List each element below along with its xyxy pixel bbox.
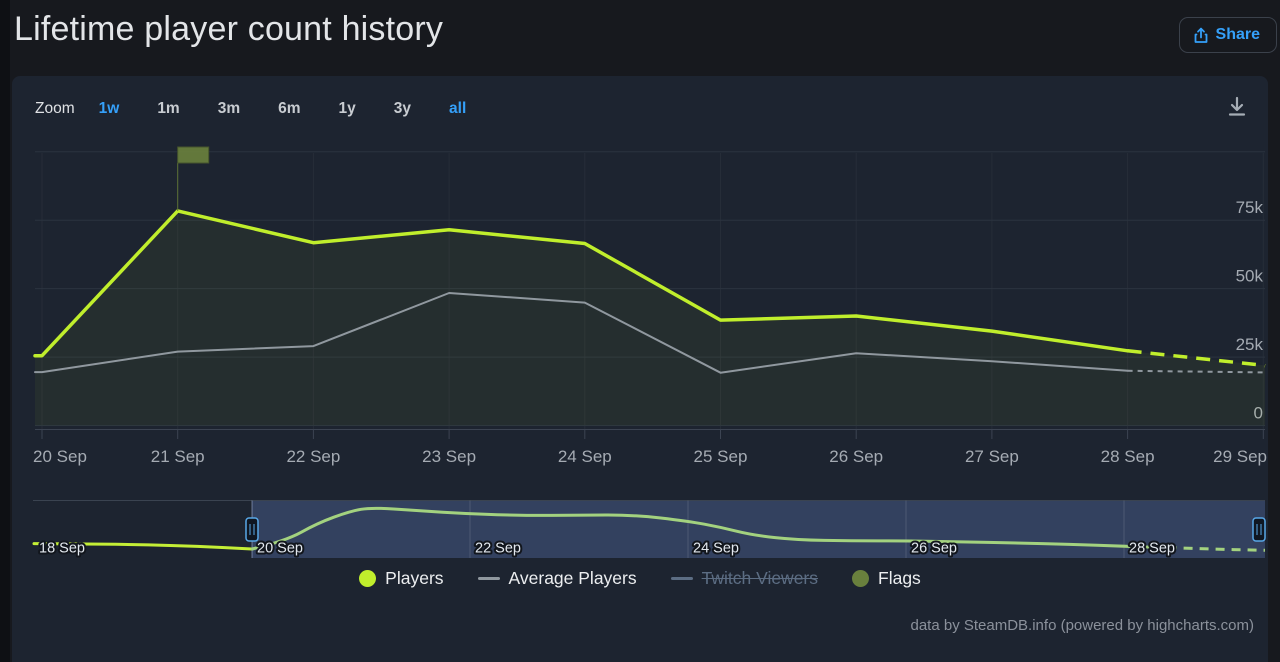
flags-marker-icon [852, 570, 870, 587]
x-axis-label: 29 Sep [1213, 447, 1267, 466]
range-button-1m[interactable]: 1m [157, 100, 180, 117]
twitch-viewers-marker-icon [670, 577, 693, 580]
x-axis-label: 25 Sep [694, 447, 748, 466]
range-button-3m[interactable]: 3m [217, 100, 241, 117]
legend-item-average-players[interactable]: Average Players [477, 568, 637, 589]
navigator-series [250, 506, 1170, 551]
chart-legend: Players Average Players Twitch Viewers F… [12, 568, 1268, 589]
navigator-series-unselected [32, 542, 254, 551]
y-axis-label: 75k [1236, 198, 1264, 217]
player-count-chart[interactable]: 20 Sep 21 Sep 22 Sep 23 Sep 24 Sep 25 Sep 26 S… [12, 126, 1268, 566]
navigator-label: 22 Sep [475, 541, 521, 557]
x-axis-label: 21 Sep [151, 447, 205, 466]
x-axis-label: 20 Sep [33, 447, 87, 466]
flag-marker[interactable] [177, 146, 210, 164]
y-axis-label: 0 [1254, 404, 1263, 423]
range-button-1w[interactable]: 1w [98, 100, 120, 117]
range-button-6m[interactable]: 6m [278, 100, 301, 117]
y-axis-label: 50k [1236, 267, 1264, 286]
chart-panel: Zoom 1w 1m 3m 6m 1y 3y all 20 Sep 21 Sep 2… [12, 76, 1268, 662]
share-button-label: Share [1215, 26, 1260, 43]
x-axis-label: 26 Sep [829, 447, 883, 466]
download-icon [1224, 96, 1250, 123]
range-button-3y[interactable]: 3y [393, 100, 412, 117]
range-button-1y[interactable]: 1y [338, 100, 356, 117]
x-axis-label: 28 Sep [1101, 447, 1155, 466]
average-players-marker-icon [477, 577, 500, 580]
legend-label: Players [385, 568, 444, 588]
legend-label: Average Players [508, 568, 637, 588]
navigator-label: 28 Sep [1129, 541, 1175, 557]
range-selector: Zoom 1w 1m 3m 6m 1y 3y all [35, 94, 1254, 124]
navigator-label: 18 Sep [39, 541, 85, 557]
legend-item-flags[interactable]: Flags [852, 568, 921, 589]
legend-item-twitch-viewers[interactable]: Twitch Viewers [670, 568, 819, 589]
share-icon [1193, 27, 1209, 44]
y-axis-label: 25k [1236, 335, 1264, 354]
x-axis-label: 22 Sep [286, 447, 340, 466]
x-axis-label: 23 Sep [422, 447, 476, 466]
download-button[interactable] [1220, 90, 1254, 124]
navigator-label: 24 Sep [693, 541, 739, 557]
chart-credits[interactable]: data by SteamDB.info (powered by highcha… [910, 617, 1255, 634]
share-button[interactable]: Share [1178, 17, 1277, 53]
average-players-forecast-line [1127, 369, 1266, 374]
navigator-label: 26 Sep [911, 541, 957, 557]
navigator-series-forecast [1167, 546, 1266, 552]
navigator-label: 20 Sep [257, 541, 303, 557]
page-title: Lifetime player count history [14, 10, 444, 48]
zoom-label: Zoom [35, 100, 75, 117]
players-marker-icon [359, 570, 377, 587]
legend-label: Flags [878, 568, 921, 588]
players-line [33, 209, 1130, 358]
navigator-handle-right[interactable] [1252, 517, 1266, 542]
x-axis-label: 27 Sep [965, 447, 1019, 466]
navigator-handle-left[interactable] [245, 517, 259, 542]
legend-item-players[interactable]: Players [359, 568, 444, 589]
legend-label: Twitch Viewers [701, 568, 819, 588]
x-axis-label: 24 Sep [558, 447, 612, 466]
average-players-line [34, 292, 1129, 374]
range-button-all[interactable]: all [449, 100, 467, 117]
